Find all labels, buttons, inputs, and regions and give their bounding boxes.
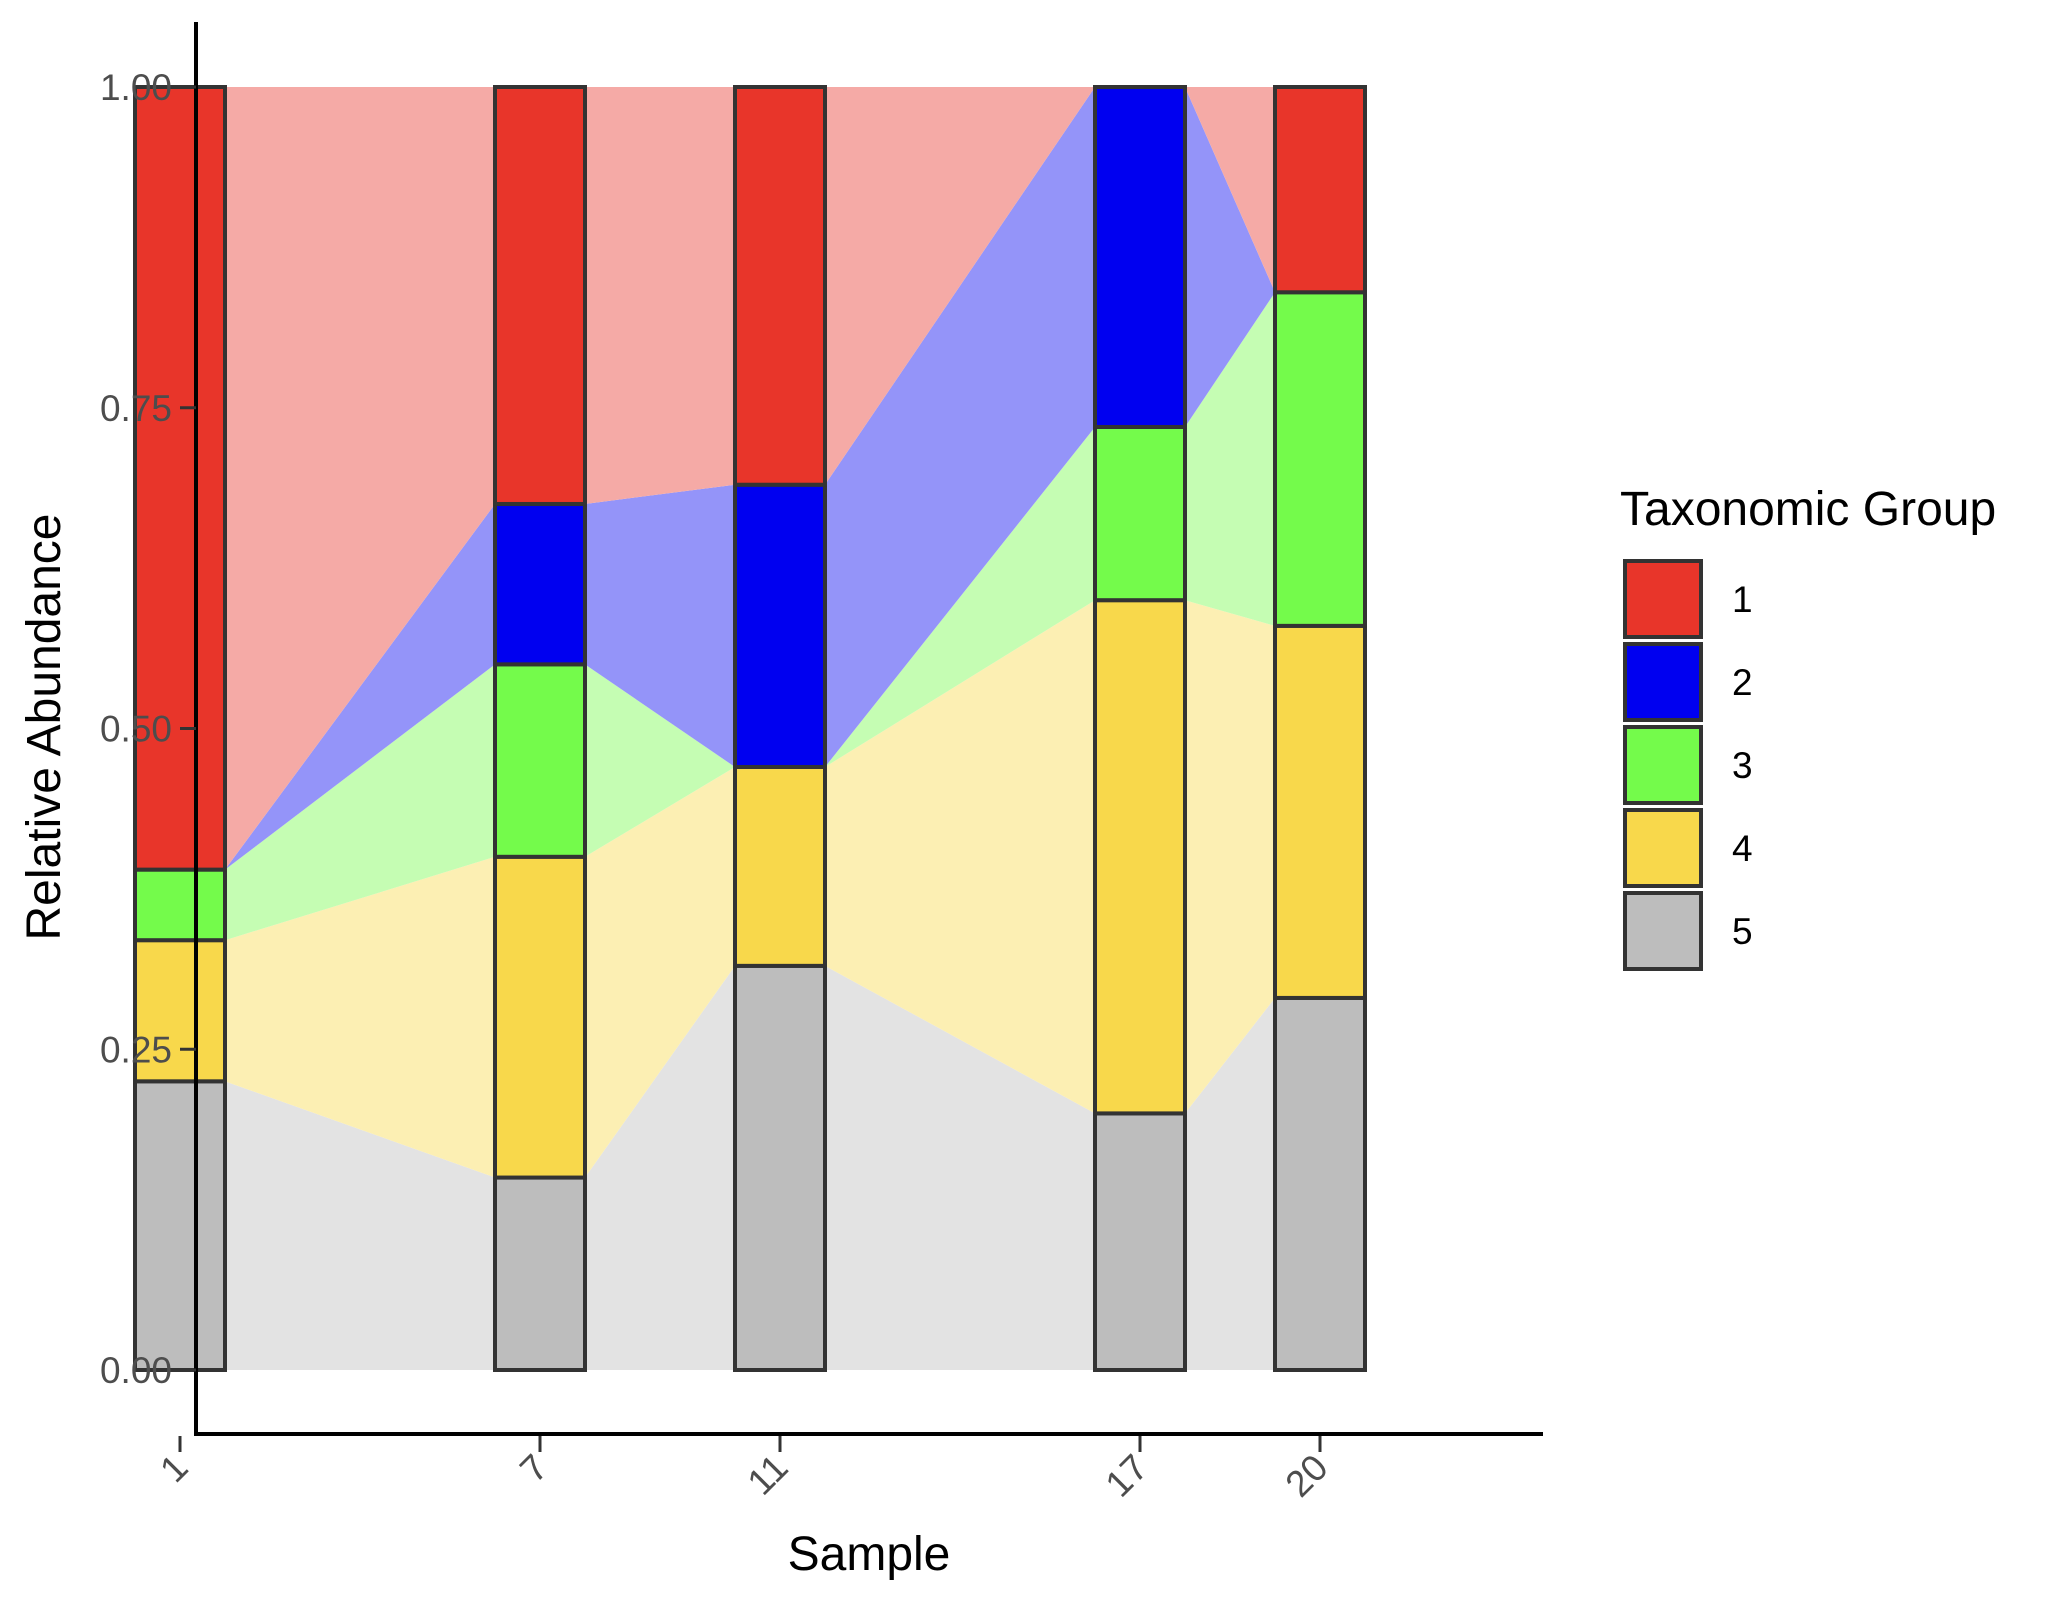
bar-sample-1-group-3 bbox=[133, 867, 227, 943]
x-tick-label: 17 bbox=[1098, 1447, 1156, 1505]
x-axis-title: Sample bbox=[788, 1528, 951, 1581]
legend: Taxonomic Group 1 2 3 4 5 bbox=[1620, 483, 1996, 971]
bar-sample-20-group-5 bbox=[1273, 995, 1367, 1372]
legend-swatch-group-2 bbox=[1623, 642, 1703, 722]
y-tick-label: 0.25 bbox=[100, 1029, 172, 1070]
bar-sample-7-group-3 bbox=[493, 662, 587, 859]
bar-sample-17-group-5 bbox=[1093, 1111, 1187, 1373]
y-tick-label: 1.00 bbox=[100, 67, 172, 108]
stacked-bars bbox=[133, 85, 1367, 1373]
legend-label-group-5: 5 bbox=[1732, 911, 1753, 952]
legend-label-group-4: 4 bbox=[1732, 828, 1753, 869]
y-axis-title: Relative Abundance bbox=[18, 514, 71, 941]
legend-label-group-3: 3 bbox=[1732, 745, 1753, 786]
flow-group-3-1-to-7 bbox=[225, 664, 495, 941]
flow-group-4-7-to-11 bbox=[585, 766, 735, 1178]
bar-sample-7-group-1 bbox=[493, 85, 587, 506]
legend-swatch-group-5 bbox=[1623, 891, 1703, 971]
alluvial-flows bbox=[225, 87, 1275, 1370]
x-tick-label: 1 bbox=[152, 1447, 196, 1491]
bar-sample-20-group-1 bbox=[1273, 85, 1367, 295]
flow-group-1-1-to-7 bbox=[225, 87, 495, 870]
legend-swatch-group-1 bbox=[1623, 559, 1703, 639]
x-tick-label: 7 bbox=[512, 1447, 556, 1491]
flow-group-1-11-to-17 bbox=[825, 87, 1095, 485]
flow-group-5-7-to-11 bbox=[585, 965, 735, 1370]
flow-group-2-7-to-11 bbox=[585, 484, 735, 767]
flow-group-2-17-to-20 bbox=[1185, 87, 1275, 427]
x-tick-label: 11 bbox=[739, 1447, 795, 1503]
bar-sample-7-group-2 bbox=[493, 501, 587, 667]
legend-swatch-group-3 bbox=[1623, 725, 1703, 805]
bar-sample-20-group-3 bbox=[1273, 290, 1367, 628]
flow-group-1-17-to-20 bbox=[1185, 87, 1275, 293]
y-tick-label: 0.50 bbox=[100, 709, 172, 750]
y-tick-label: 0.75 bbox=[100, 388, 172, 429]
flow-group-5-11-to-17 bbox=[825, 965, 1095, 1370]
bar-sample-1-group-1 bbox=[133, 85, 227, 872]
bar-sample-11-group-2 bbox=[733, 482, 827, 769]
bar-sample-11-group-4 bbox=[733, 764, 827, 968]
bar-sample-7-group-4 bbox=[493, 854, 587, 1180]
legend-title: Taxonomic Group bbox=[1620, 483, 1996, 536]
bar-sample-17-group-4 bbox=[1093, 598, 1187, 1116]
y-tick-label: 0.00 bbox=[100, 1350, 172, 1391]
flow-group-3-7-to-11 bbox=[585, 664, 735, 857]
flow-group-4-17-to-20 bbox=[1185, 600, 1275, 1114]
bar-sample-17-group-2 bbox=[1093, 85, 1187, 429]
flow-group-4-11-to-17 bbox=[825, 600, 1095, 1114]
y-ticks: 0.00 0.25 0.50 0.75 1.00 bbox=[100, 67, 196, 1391]
bar-sample-20-group-4 bbox=[1273, 623, 1367, 1000]
flow-group-2-11-to-17 bbox=[825, 87, 1095, 767]
legend-label-group-1: 1 bbox=[1732, 579, 1753, 620]
bar-sample-1-group-5 bbox=[133, 1079, 227, 1372]
bar-sample-11-group-1 bbox=[733, 85, 827, 487]
bar-sample-17-group-3 bbox=[1093, 424, 1187, 603]
flow-group-4-1-to-7 bbox=[225, 856, 495, 1178]
bar-sample-11-group-5 bbox=[733, 963, 827, 1372]
flow-group-1-7-to-11 bbox=[585, 87, 735, 504]
legend-swatch-group-4 bbox=[1623, 808, 1703, 888]
legend-label-group-2: 2 bbox=[1732, 662, 1753, 703]
bar-sample-7-group-5 bbox=[493, 1175, 587, 1373]
flow-group-5-17-to-20 bbox=[1185, 997, 1275, 1370]
legend-items: 1 2 3 4 5 bbox=[1623, 559, 1753, 971]
flow-group-5-1-to-7 bbox=[225, 1081, 495, 1370]
x-ticks: 1 7 11 17 20 bbox=[152, 1436, 1336, 1505]
flow-group-3-17-to-20 bbox=[1185, 292, 1275, 626]
x-tick-label: 20 bbox=[1278, 1447, 1336, 1505]
